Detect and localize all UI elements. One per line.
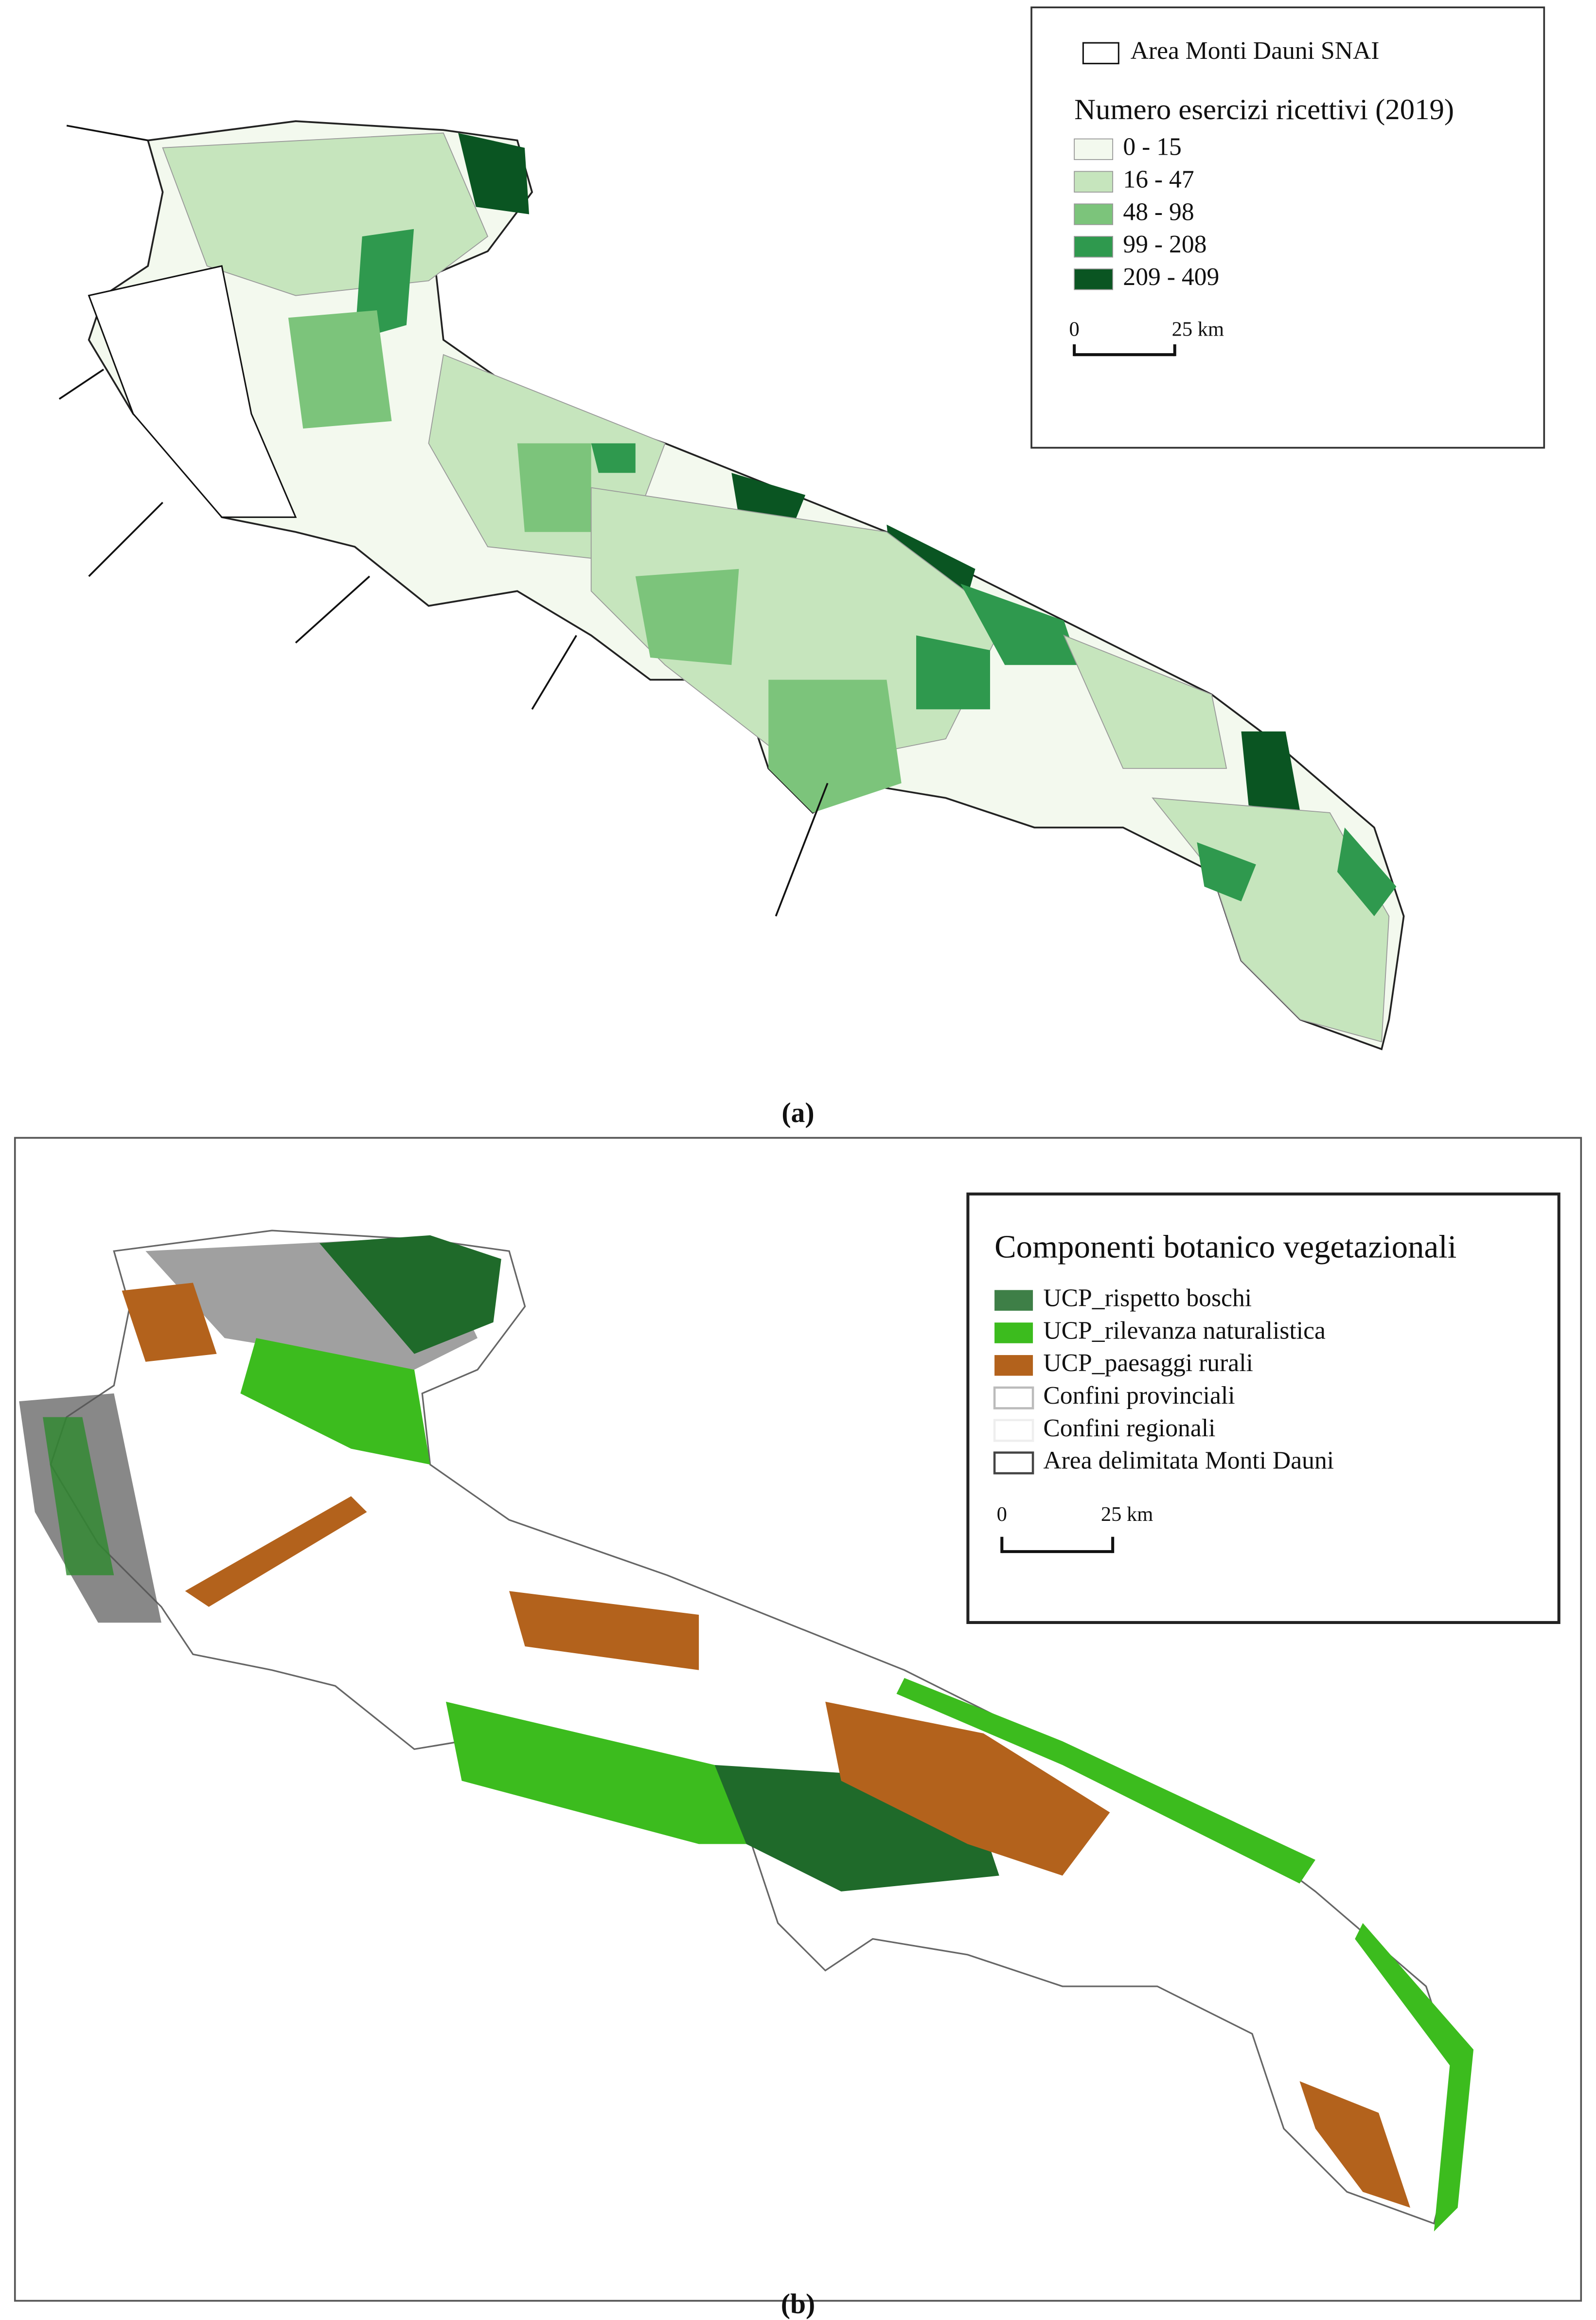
caption: (a) <box>781 1098 814 1128</box>
legend-items: 0 - 15 16 - 47 48 - 98 99 - 208 209 - 409 <box>1074 133 1219 291</box>
legend-title: Componenti botanico vegetazionali <box>994 1229 1456 1265</box>
scale-label: 0 <box>1069 318 1080 340</box>
legend-label: Area Monti Dauni SNAI <box>1131 37 1380 65</box>
legend-label: 48 - 98 <box>1123 198 1194 226</box>
scale-label: 25 km <box>1101 1503 1153 1526</box>
legend-label: 16 - 47 <box>1123 166 1194 194</box>
legend-swatch <box>1074 203 1114 225</box>
legend-label: Confini regionali <box>1043 1414 1215 1442</box>
legend-label: UCP_rilevanza naturalistica <box>1043 1317 1326 1344</box>
legend-swatch <box>1074 138 1114 161</box>
legend-label: Area delimitata Monti Dauni <box>1043 1447 1334 1475</box>
legend-title: Numero esercizi ricettivi (2019) <box>1074 93 1454 126</box>
scale-label: 25 km <box>1172 318 1224 340</box>
map-a <box>58 120 1405 1050</box>
legend-swatch <box>993 1451 1034 1475</box>
legend-a: Area Monti Dauni SNAI Numero esercizi ri… <box>1030 6 1545 449</box>
legend-label: 99 - 208 <box>1123 231 1206 258</box>
legend-box <box>1030 6 1545 449</box>
map-b <box>19 1230 1474 2231</box>
caption: (b) <box>781 2289 816 2320</box>
legend-swatch <box>994 1322 1033 1343</box>
legend-items: UCP_rispetto boschi UCP_rilevanza natural… <box>993 1284 1334 1475</box>
legend-swatch <box>1074 268 1114 290</box>
legend-label: UCP_paesaggi rurali <box>1043 1349 1253 1377</box>
scale-label: 0 <box>997 1503 1007 1526</box>
legend-swatch <box>1074 236 1114 258</box>
legend-swatch <box>994 1355 1033 1376</box>
legend-label: 0 - 15 <box>1123 133 1181 161</box>
legend-label: 209 - 409 <box>1123 263 1219 291</box>
legend-swatch <box>1082 42 1119 65</box>
legend-swatch <box>1074 171 1114 193</box>
legend-swatch <box>993 1419 1034 1442</box>
legend-swatch <box>993 1386 1034 1410</box>
legend-label: UCP_rispetto boschi <box>1043 1284 1252 1312</box>
legend-b: Componenti botanico vegetazionali UCP_ri… <box>966 1192 1561 1624</box>
legend-label: Confini provinciali <box>1043 1382 1235 1410</box>
legend-swatch <box>994 1290 1033 1311</box>
